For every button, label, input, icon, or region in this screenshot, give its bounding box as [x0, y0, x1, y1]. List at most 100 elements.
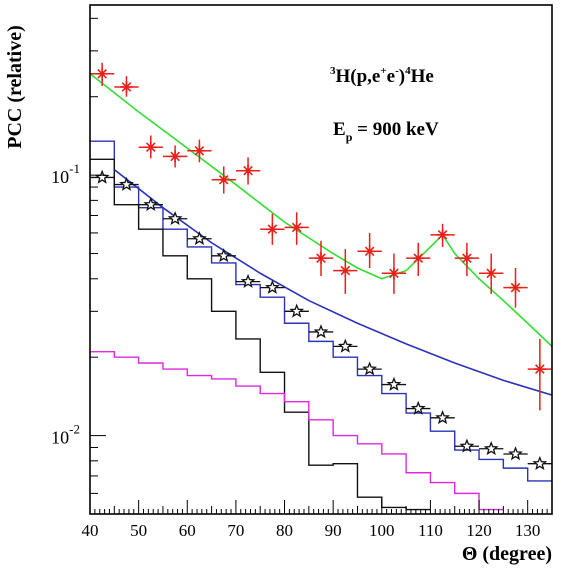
red-marker-stroke — [243, 165, 253, 176]
open-star-marker — [435, 410, 450, 425]
red-data-point — [527, 338, 552, 411]
open-star-marker — [532, 455, 548, 470]
red-marker-stroke — [267, 224, 278, 235]
red-marker-stroke — [535, 364, 545, 374]
x-tick-label: 90 — [325, 521, 342, 540]
red-marker-stroke — [170, 151, 180, 162]
red-data-point — [162, 145, 188, 168]
open-star-marker — [240, 273, 256, 288]
red-data-point — [308, 240, 334, 276]
energy-annotation: Ep = 900 keV — [333, 119, 439, 144]
black-star-point — [527, 455, 552, 470]
red-marker-stroke — [486, 268, 497, 279]
red-data-point — [284, 212, 309, 245]
black-star-point — [138, 196, 163, 211]
black-star-point — [503, 446, 528, 461]
red-marker-stroke — [291, 222, 302, 233]
black-star-point — [381, 376, 407, 391]
x-tick-label: 100 — [369, 521, 395, 540]
open-star-marker — [289, 303, 305, 318]
curve-blue — [113, 168, 552, 396]
black-star-point — [260, 279, 285, 294]
x-tick-label: 70 — [227, 521, 244, 540]
red-data-point — [479, 253, 504, 294]
red-marker-stroke — [413, 253, 424, 263]
black-star-point — [454, 438, 480, 453]
open-star-marker — [119, 176, 134, 191]
y-tick-label: 10-2 — [51, 422, 80, 448]
x-tick-label: 110 — [418, 521, 443, 540]
red-marker-stroke — [462, 253, 472, 263]
red-data-point — [187, 139, 212, 163]
red-data-point — [503, 268, 528, 308]
open-star-marker — [192, 230, 207, 246]
open-star-marker — [337, 338, 353, 353]
open-star-marker — [94, 169, 110, 184]
red-marker-stroke — [340, 265, 351, 276]
red-data-point — [430, 223, 455, 247]
black-star-point — [235, 273, 261, 288]
red-data-point — [260, 213, 285, 245]
red-marker-stroke — [316, 253, 326, 263]
red-marker-stroke — [218, 174, 229, 185]
red-marker-stroke — [437, 230, 448, 240]
black-star-point — [308, 324, 334, 339]
black-star-point — [90, 169, 115, 184]
open-star-marker — [386, 376, 402, 391]
axes: 40 50 60 70 80 90 100 110 120 130 10-1 10-2 — [51, 4, 553, 540]
black-star-point — [479, 441, 504, 456]
red-marker-stroke — [97, 68, 107, 79]
black-star-point — [357, 361, 382, 376]
x-tick-label: 40 — [82, 521, 99, 540]
red-marker-stroke — [510, 282, 521, 293]
red-data-point — [381, 253, 407, 294]
red-marker-stroke — [194, 145, 205, 156]
red-data-point — [333, 249, 358, 294]
y-tick-label: 10-1 — [51, 161, 80, 187]
black-star-point — [406, 400, 431, 415]
histogram-blue — [90, 140, 552, 482]
histogram-magenta — [90, 350, 504, 511]
red-data-point — [235, 157, 261, 185]
black-star-point — [114, 176, 139, 191]
red-marker-stroke — [145, 142, 156, 153]
open-star-marker — [508, 446, 523, 461]
open-star-marker — [410, 400, 426, 415]
open-star-marker — [167, 210, 183, 226]
red-data-point — [114, 76, 139, 97]
black-star-point — [187, 230, 212, 246]
open-star-marker — [483, 441, 499, 456]
x-axis-label: Θ (degree) — [462, 543, 552, 565]
reaction-annotation: 3H(p,e+e-)4He — [330, 65, 434, 87]
black-star-point — [430, 410, 455, 425]
x-tick-label: 60 — [179, 521, 196, 540]
plot-frame — [89, 4, 553, 515]
red-data-point — [138, 135, 163, 159]
red-data-point — [406, 242, 431, 276]
open-star-marker — [362, 361, 378, 376]
black-star-point — [333, 338, 358, 353]
red-data-point — [357, 232, 382, 269]
red-marker-stroke — [364, 246, 375, 257]
histogram-black — [90, 158, 431, 511]
x-tick-label: 50 — [130, 521, 147, 540]
red-data-point — [211, 166, 236, 194]
x-tick-label: 120 — [466, 521, 492, 540]
open-star-marker — [459, 438, 475, 453]
open-star-marker — [313, 324, 329, 339]
red-marker-stroke — [389, 268, 399, 279]
red-marker-stroke — [121, 82, 132, 92]
open-star-marker — [216, 248, 232, 263]
black-star-point — [211, 248, 236, 263]
x-tick-label: 130 — [515, 521, 541, 540]
open-star-marker — [264, 279, 280, 294]
plot-layer — [90, 62, 552, 511]
red-data-point — [454, 242, 480, 276]
red-data-point — [90, 62, 115, 86]
y-axis-label: PCC (relative) — [4, 25, 26, 148]
x-tick-label: 80 — [276, 521, 293, 540]
black-star-point — [284, 303, 309, 318]
open-star-marker — [143, 196, 159, 211]
black-star-point — [162, 210, 188, 226]
